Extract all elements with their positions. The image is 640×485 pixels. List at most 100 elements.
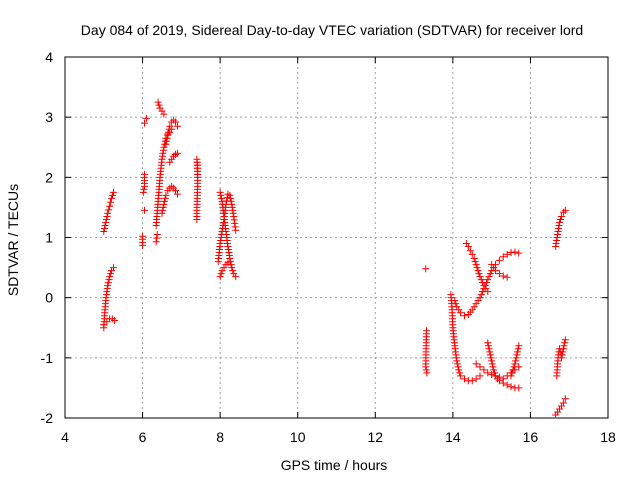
data-point — [109, 264, 117, 272]
data-point — [456, 369, 464, 377]
data-point — [453, 357, 461, 365]
data-point — [451, 297, 459, 305]
data-point — [466, 247, 474, 255]
data-point — [484, 342, 492, 350]
data-point — [561, 395, 569, 403]
data-point — [139, 232, 147, 240]
data-point — [226, 191, 234, 199]
data-point — [558, 351, 566, 359]
data-point — [472, 360, 480, 368]
data-point — [486, 270, 494, 278]
data-point — [229, 267, 237, 275]
data-point — [164, 128, 172, 136]
data-point — [454, 363, 462, 371]
data-point — [104, 279, 112, 287]
data-point — [475, 270, 483, 278]
data-point — [486, 351, 494, 359]
data-point — [166, 122, 174, 130]
x-tick-label: 16 — [523, 429, 539, 445]
data-point — [556, 218, 564, 226]
data-point — [495, 256, 503, 264]
data-point — [168, 155, 176, 163]
data-point — [142, 114, 150, 122]
data-point — [514, 348, 521, 356]
y-tick-label: 2 — [45, 169, 53, 185]
data-point — [507, 372, 515, 380]
data-point — [172, 187, 180, 195]
data-point — [507, 249, 515, 257]
data-point — [226, 255, 234, 263]
data-point — [100, 224, 108, 232]
data-point — [216, 273, 224, 281]
series-arc-6.35-low — [152, 230, 161, 246]
data-point — [460, 375, 468, 383]
data-point — [476, 294, 484, 302]
data-point — [503, 250, 511, 258]
data-point — [462, 240, 470, 248]
data-point — [490, 366, 498, 374]
series-arc-8-tail — [216, 259, 232, 281]
data-point — [228, 264, 236, 272]
data-point — [515, 249, 523, 257]
data-point — [480, 366, 488, 374]
data-point — [100, 227, 108, 235]
data-point — [487, 354, 495, 362]
series-arc-6.6-mid — [158, 182, 181, 217]
data-point — [499, 272, 507, 280]
data-point — [514, 345, 522, 353]
y-tick-label: 4 — [45, 49, 53, 65]
x-tick-label: 10 — [290, 429, 306, 445]
data-point — [156, 104, 164, 112]
data-point — [488, 360, 496, 368]
data-point — [453, 303, 461, 311]
data-point — [477, 291, 485, 299]
data-point — [154, 98, 162, 106]
data-point — [152, 238, 160, 246]
data-point — [217, 270, 225, 278]
series-arc-14.5-rise — [462, 240, 492, 296]
data-point — [489, 363, 497, 371]
data-point — [559, 399, 567, 407]
data-point — [163, 134, 171, 142]
data-point — [552, 411, 560, 419]
data-point — [455, 366, 463, 374]
data-point — [557, 212, 565, 220]
data-point — [141, 170, 149, 178]
data-point — [492, 267, 500, 275]
y-tick-label: 1 — [45, 230, 53, 246]
data-point — [559, 208, 567, 216]
data-point — [165, 125, 173, 133]
data-point — [515, 342, 523, 350]
data-point — [216, 188, 224, 196]
series-arc-15-dip — [484, 339, 523, 392]
data-point — [220, 264, 228, 272]
series-arc-8-lower — [216, 188, 240, 281]
data-point — [495, 270, 503, 278]
data-point — [477, 276, 485, 284]
data-point — [153, 234, 161, 242]
grid-layer — [65, 57, 608, 418]
data-point — [217, 194, 225, 202]
y-axis-label: SDTVAR / TECUs — [5, 184, 21, 296]
data-point — [107, 198, 115, 206]
series-arc-16.7-mid — [553, 336, 569, 380]
data-point — [109, 191, 117, 199]
data-point — [488, 357, 496, 365]
data-point — [160, 110, 168, 118]
data-point — [488, 261, 496, 269]
data-point — [155, 101, 163, 109]
data-point — [485, 273, 493, 281]
data-point — [476, 273, 484, 281]
data-point — [217, 191, 225, 199]
data-point — [503, 381, 511, 389]
data-point — [561, 339, 569, 347]
data-point — [495, 377, 503, 385]
data-point — [561, 336, 569, 344]
data-point — [111, 317, 119, 325]
data-point — [141, 119, 149, 127]
data-point — [557, 354, 565, 362]
data-point — [460, 312, 468, 320]
data-point — [457, 309, 465, 317]
series-arc-6.7-upper — [162, 116, 181, 148]
